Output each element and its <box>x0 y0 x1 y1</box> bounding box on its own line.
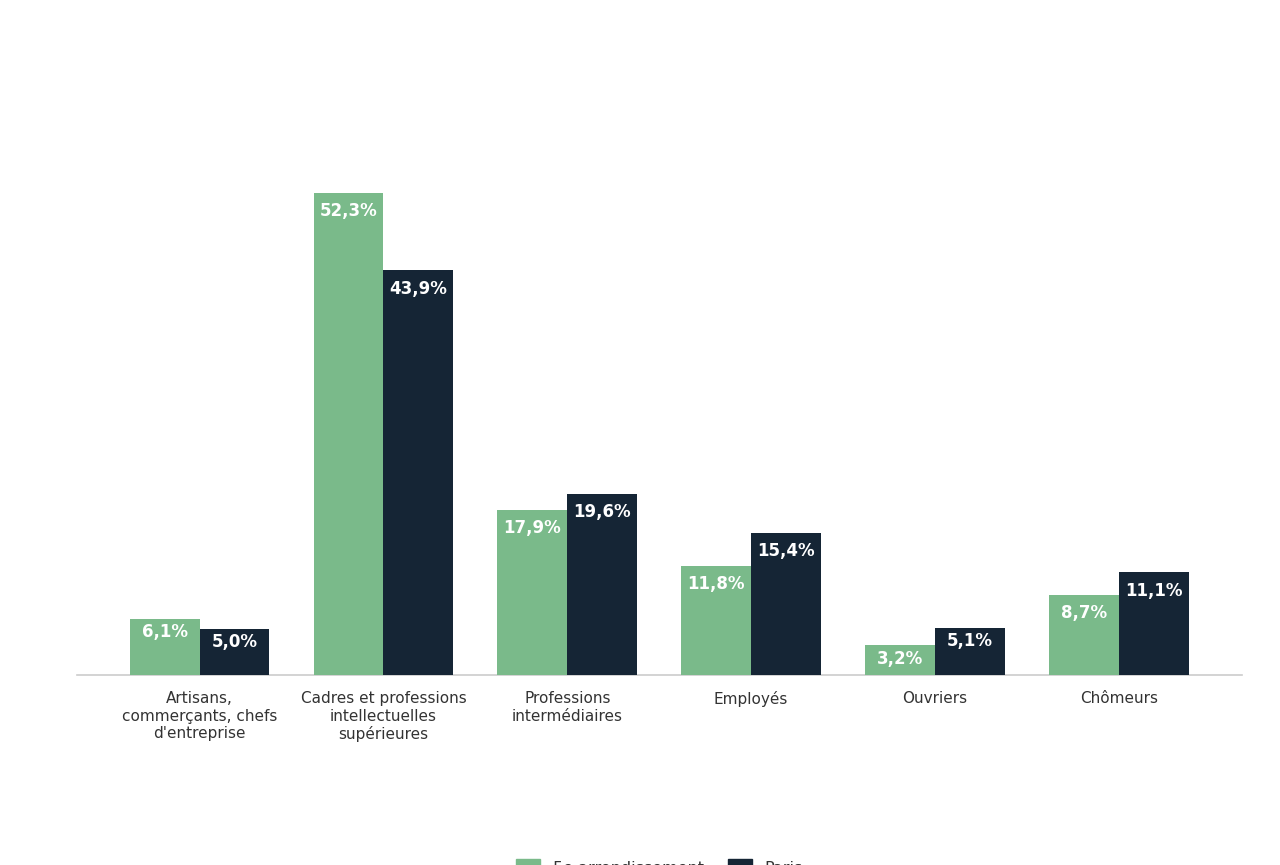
Text: 3,2%: 3,2% <box>877 650 923 668</box>
Bar <box>751 533 820 675</box>
Bar <box>1048 594 1119 675</box>
Text: 17,9%: 17,9% <box>503 519 561 537</box>
Bar <box>384 271 453 675</box>
Bar <box>129 618 200 675</box>
Text: 52,3%: 52,3% <box>320 202 378 221</box>
Bar <box>567 494 637 675</box>
Text: 15,4%: 15,4% <box>758 542 815 561</box>
Bar <box>1119 573 1189 675</box>
Text: 11,1%: 11,1% <box>1125 581 1183 599</box>
Bar <box>934 628 1005 675</box>
Text: 6,1%: 6,1% <box>142 623 188 641</box>
Text: 5,1%: 5,1% <box>947 632 993 650</box>
Text: 8,7%: 8,7% <box>1061 604 1107 622</box>
Text: 19,6%: 19,6% <box>573 503 631 522</box>
Bar <box>200 629 270 675</box>
Text: 43,9%: 43,9% <box>389 279 447 298</box>
Legend: 5e arrondissement, Paris: 5e arrondissement, Paris <box>508 851 810 865</box>
Bar <box>865 645 934 675</box>
Bar <box>314 193 384 675</box>
Bar <box>498 509 567 675</box>
Text: 5,0%: 5,0% <box>211 633 257 651</box>
Bar <box>681 566 751 675</box>
Text: 11,8%: 11,8% <box>687 575 745 593</box>
